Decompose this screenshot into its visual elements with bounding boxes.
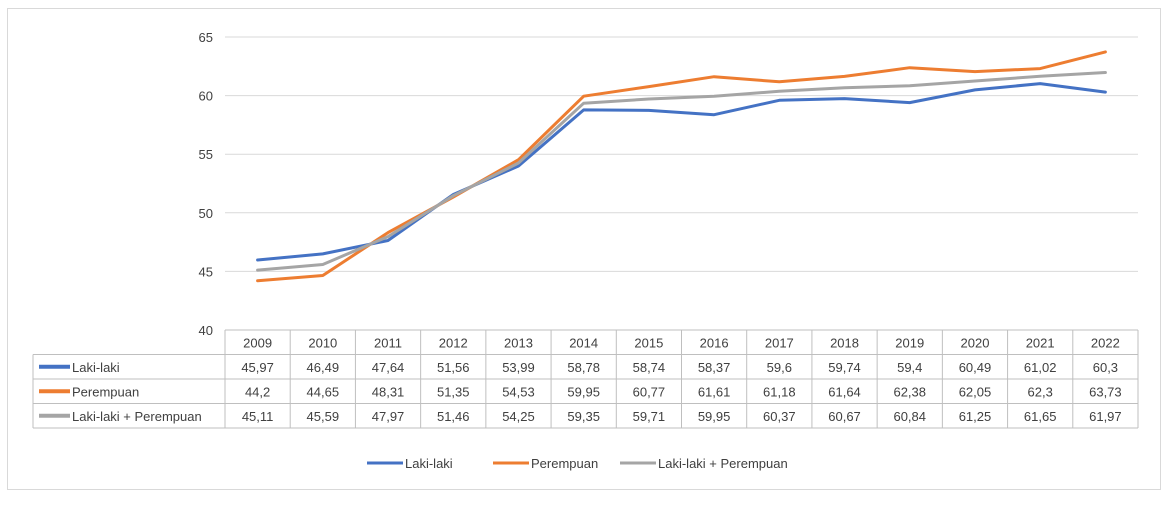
data-label: 46,49 <box>307 360 340 375</box>
data-label: 60,67 <box>828 409 861 424</box>
data-label: 59,95 <box>698 409 731 424</box>
data-label: 62,3 <box>1028 384 1053 399</box>
data-label: 47,97 <box>372 409 405 424</box>
table-series-label: Perempuan <box>72 384 139 399</box>
legend-label-2: Perempuan <box>531 456 598 471</box>
x-tick-label: 2017 <box>765 335 794 350</box>
data-label: 51,46 <box>437 409 470 424</box>
y-tick-label: 40 <box>199 323 213 338</box>
x-tick-label: 2010 <box>308 335 337 350</box>
data-label: 59,95 <box>567 384 600 399</box>
y-tick-label: 50 <box>199 206 213 221</box>
data-label: 59,35 <box>567 409 600 424</box>
data-label: 61,65 <box>1024 409 1057 424</box>
data-label: 59,6 <box>767 360 792 375</box>
data-label: 63,73 <box>1089 384 1122 399</box>
data-label: 45,11 <box>242 409 274 424</box>
data-label: 61,64 <box>828 384 861 399</box>
chart-frame <box>7 8 1161 490</box>
data-label: 60,77 <box>633 384 666 399</box>
data-label: 61,25 <box>959 409 992 424</box>
series-line-3 <box>256 71 1107 272</box>
x-tick-label: 2009 <box>243 335 272 350</box>
data-label: 58,78 <box>567 360 600 375</box>
x-tick-label: 2021 <box>1026 335 1055 350</box>
data-label: 62,38 <box>893 384 926 399</box>
data-label: 60,49 <box>959 360 992 375</box>
x-tick-label: 2020 <box>961 335 990 350</box>
data-label: 58,37 <box>698 360 731 375</box>
data-label: 62,05 <box>959 384 992 399</box>
y-tick-label: 55 <box>199 147 213 162</box>
data-label: 59,74 <box>828 360 861 375</box>
data-label: 45,59 <box>307 409 340 424</box>
y-tick-label: 60 <box>199 89 213 104</box>
data-label: 51,56 <box>437 360 470 375</box>
data-label: 54,25 <box>502 409 535 424</box>
table-series-label: Laki-laki <box>72 360 120 375</box>
data-label: 59,71 <box>633 409 666 424</box>
data-label: 60,3 <box>1093 360 1118 375</box>
data-label: 61,61 <box>698 384 731 399</box>
series-line-2 <box>256 50 1107 283</box>
x-tick-label: 2018 <box>830 335 859 350</box>
data-label: 61,02 <box>1024 360 1057 375</box>
x-tick-label: 2013 <box>504 335 533 350</box>
data-label: 54,53 <box>502 384 535 399</box>
table-series-label: Laki-laki + Perempuan <box>72 409 202 424</box>
data-label: 44,2 <box>245 384 270 399</box>
data-label: 60,37 <box>763 409 796 424</box>
data-label: 44,65 <box>307 384 340 399</box>
data-label: 45,97 <box>241 360 274 375</box>
data-label: 47,64 <box>372 360 405 375</box>
data-label: 61,18 <box>763 384 796 399</box>
legend-label-3: Laki-laki + Perempuan <box>658 456 788 471</box>
data-label: 48,31 <box>372 384 405 399</box>
data-label: 51,35 <box>437 384 470 399</box>
legend-label-1: Laki-laki <box>405 456 453 471</box>
x-tick-label: 2012 <box>439 335 468 350</box>
data-label: 61,97 <box>1089 409 1122 424</box>
x-tick-label: 2011 <box>374 335 402 350</box>
x-tick-label: 2022 <box>1091 335 1120 350</box>
y-tick-label: 45 <box>199 264 213 279</box>
data-label: 58,74 <box>633 360 666 375</box>
x-tick-label: 2019 <box>895 335 924 350</box>
data-label: 59,4 <box>897 360 922 375</box>
series-line-1 <box>256 82 1107 262</box>
x-tick-label: 2016 <box>700 335 729 350</box>
x-tick-label: 2014 <box>569 335 598 350</box>
data-label: 60,84 <box>893 409 926 424</box>
data-label: 53,99 <box>502 360 535 375</box>
y-tick-label: 65 <box>199 30 213 45</box>
x-tick-label: 2015 <box>634 335 663 350</box>
